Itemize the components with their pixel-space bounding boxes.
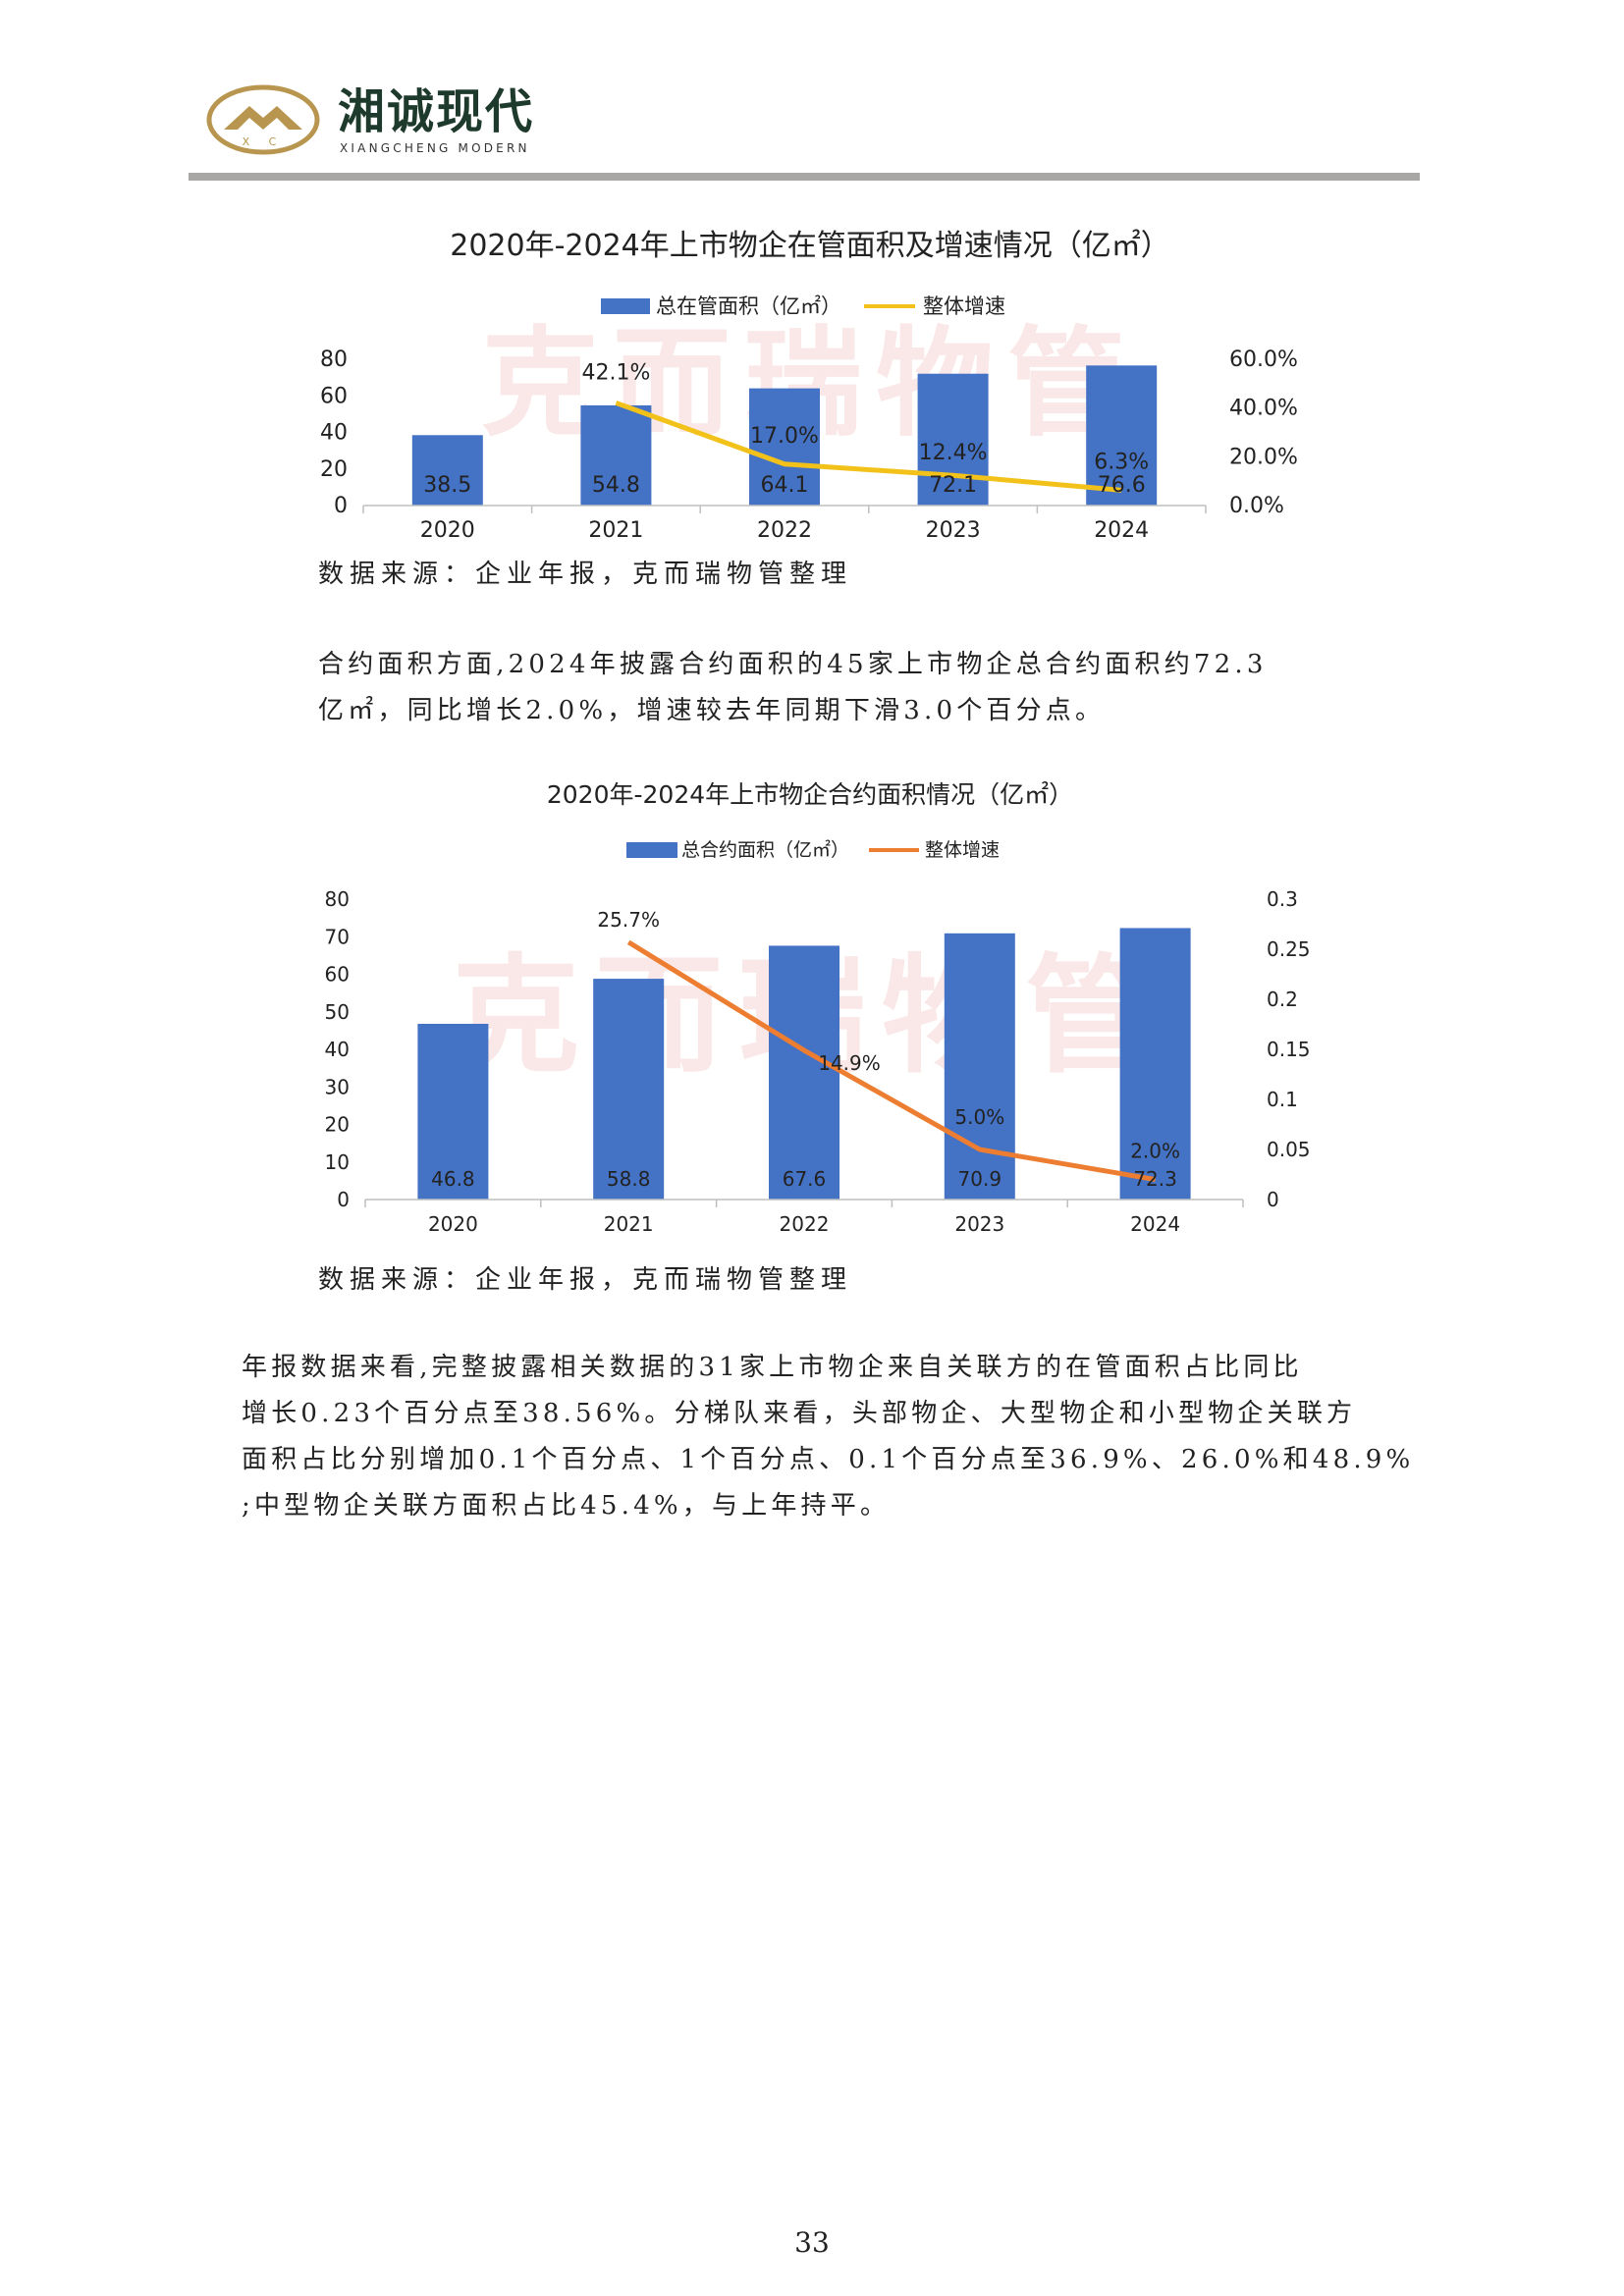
y-tick-label-right: 60.0%	[1229, 347, 1298, 372]
paragraph-line: ;中型物企关联方面积占比45.4%，与上年持平。	[242, 1491, 891, 1521]
y-tick-label-left: 60	[325, 963, 350, 987]
bar-value-label: 76.6	[1098, 473, 1146, 498]
x-tick-label: 2021	[604, 1212, 654, 1236]
y-tick-label-left: 40	[320, 421, 348, 446]
line-value-label: 42.1%	[581, 360, 650, 385]
chart-contract-area: 克而瑞物管 2020年-2024年上市物企合约面积情况（亿㎡） 总合约面积（亿㎡…	[295, 766, 1326, 1247]
line-value-label: 17.0%	[750, 424, 819, 449]
y-tick-label-right: 0.25	[1267, 937, 1311, 961]
paragraph-line: 面积占比分别增加0.1个百分点、1个百分点、0.1个百分点至36.9%、26.0…	[242, 1445, 1415, 1474]
logo-name: 湘诚现代	[338, 84, 535, 139]
bar	[1086, 365, 1158, 506]
bar	[749, 388, 820, 506]
paragraph-related-party: 年报数据来看,完整披露相关数据的31家上市物企来自关联方的在管面积占比同比 增长…	[242, 1345, 1414, 1529]
legend-bar-swatch	[626, 842, 677, 858]
y-tick-label-right: 0.05	[1267, 1138, 1311, 1161]
logo-mark-letters: X C	[243, 135, 285, 148]
chart-managed-area: 克而瑞物管 2020年-2024年上市物企在管面积及增速情况（亿㎡） 总在管面积…	[295, 216, 1326, 550]
legend-line-label: 整体增速	[923, 294, 1005, 318]
legend-line-label: 整体增速	[925, 839, 1000, 861]
page-header: X C 湘诚现代 XIANGCHENG MODERN	[206, 80, 933, 159]
bar	[769, 945, 839, 1200]
paragraph-contract-area: 合约面积方面,2024年披露合约面积的45家上市物企总合约面积约72.3 亿㎡，…	[318, 642, 1268, 734]
bar-value-label: 64.1	[761, 473, 809, 498]
paragraph-line: 亿㎡，同比增长2.0%，增速较去年同期下滑3.0个百分点。	[318, 696, 1106, 725]
bar	[593, 979, 665, 1200]
y-tick-label-left: 40	[325, 1038, 350, 1061]
bar-value-label: 72.3	[1133, 1167, 1177, 1191]
logo-subtitle: XIANGCHENG MODERN	[340, 141, 530, 155]
y-tick-label-left: 20	[320, 457, 348, 482]
bar-value-label: 58.8	[607, 1167, 651, 1191]
bar	[417, 1023, 489, 1200]
line-value-label: 14.9%	[818, 1051, 881, 1075]
bar-value-label: 72.1	[929, 473, 977, 498]
bar	[1119, 928, 1191, 1200]
chart-managed-area-svg: 克而瑞物管 2020年-2024年上市物企在管面积及增速情况（亿㎡） 总在管面积…	[320, 229, 1298, 543]
y-tick-label-left: 80	[325, 887, 350, 911]
y-tick-label-left: 80	[320, 347, 348, 372]
x-tick-label: 2021	[588, 518, 643, 543]
source-note: 数据来源：企业年报，克而瑞物管整理	[318, 560, 853, 589]
y-tick-label-right: 40.0%	[1229, 397, 1298, 421]
chart-contract-area-svg: 克而瑞物管 2020年-2024年上市物企合约面积情况（亿㎡） 总合约面积（亿㎡…	[325, 780, 1311, 1236]
line-value-label: 5.0%	[954, 1105, 1004, 1129]
y-tick-label-left: 70	[325, 925, 350, 948]
x-tick-label: 2022	[780, 1212, 830, 1236]
line-value-label: 2.0%	[1130, 1140, 1180, 1163]
bar	[917, 373, 989, 506]
x-tick-label: 2020	[428, 1212, 478, 1236]
line-value-label: 6.3%	[1094, 450, 1149, 474]
bar	[411, 435, 483, 506]
y-tick-label-right: 0.1	[1267, 1088, 1298, 1111]
y-tick-label-left: 10	[325, 1150, 350, 1174]
bar-value-label: 67.6	[783, 1167, 827, 1191]
legend-bar-label: 总在管面积（亿㎡）	[656, 294, 841, 318]
paragraph-line: 年报数据来看,完整披露相关数据的31家上市物企来自关联方的在管面积占比同比	[242, 1353, 1303, 1382]
y-tick-label-left: 30	[325, 1075, 350, 1098]
y-tick-label-right: 0.15	[1267, 1038, 1311, 1061]
y-tick-label-left: 20	[325, 1113, 350, 1137]
chart-title: 2020年-2024年上市物企合约面积情况（亿㎡）	[547, 780, 1073, 809]
y-tick-label-right: 0.3	[1267, 887, 1298, 911]
legend-bar-swatch	[601, 298, 650, 314]
y-tick-label-right: 20.0%	[1229, 445, 1298, 469]
y-tick-label-right: 0.0%	[1229, 494, 1284, 518]
x-tick-label: 2023	[926, 518, 981, 543]
y-tick-label-left: 0	[337, 1188, 350, 1211]
x-tick-label: 2024	[1130, 1212, 1180, 1236]
bar-value-label: 46.8	[431, 1167, 475, 1191]
bar	[580, 404, 652, 506]
x-tick-label: 2022	[757, 518, 812, 543]
line-value-label: 12.4%	[919, 441, 988, 465]
y-tick-label-right: 0.2	[1267, 988, 1298, 1011]
paragraph-line: 增长0.23个百分点至38.56%。分梯队来看，头部物企、大型物企和小型物企关联…	[242, 1399, 1357, 1428]
y-tick-label-left: 60	[320, 384, 348, 408]
line-value-label: 25.7%	[597, 908, 660, 932]
bar	[944, 933, 1015, 1200]
header-rule	[189, 173, 1420, 181]
bar-value-label: 38.5	[423, 473, 471, 498]
bar-value-label: 70.9	[958, 1167, 1002, 1191]
chart-title: 2020年-2024年上市物企在管面积及增速情况（亿㎡）	[450, 229, 1170, 263]
page-number: 33	[794, 2226, 830, 2259]
y-tick-label-right: 0	[1267, 1188, 1279, 1211]
x-tick-label: 2020	[420, 518, 475, 543]
y-tick-label-left: 0	[334, 494, 348, 518]
source-note: 数据来源：企业年报，克而瑞物管整理	[318, 1265, 853, 1295]
logo-mark-icon: X C	[206, 84, 320, 155]
legend-bar-label: 总合约面积（亿㎡）	[681, 838, 849, 861]
x-tick-label: 2023	[954, 1212, 1004, 1236]
bar-value-label: 54.8	[592, 473, 640, 498]
paragraph-line: 合约面积方面,2024年披露合约面积的45家上市物企总合约面积约72.3	[318, 650, 1268, 679]
x-tick-label: 2024	[1094, 518, 1149, 543]
series-line	[615, 400, 1122, 493]
y-tick-label-left: 50	[325, 1000, 350, 1024]
series-line	[626, 939, 1157, 1183]
